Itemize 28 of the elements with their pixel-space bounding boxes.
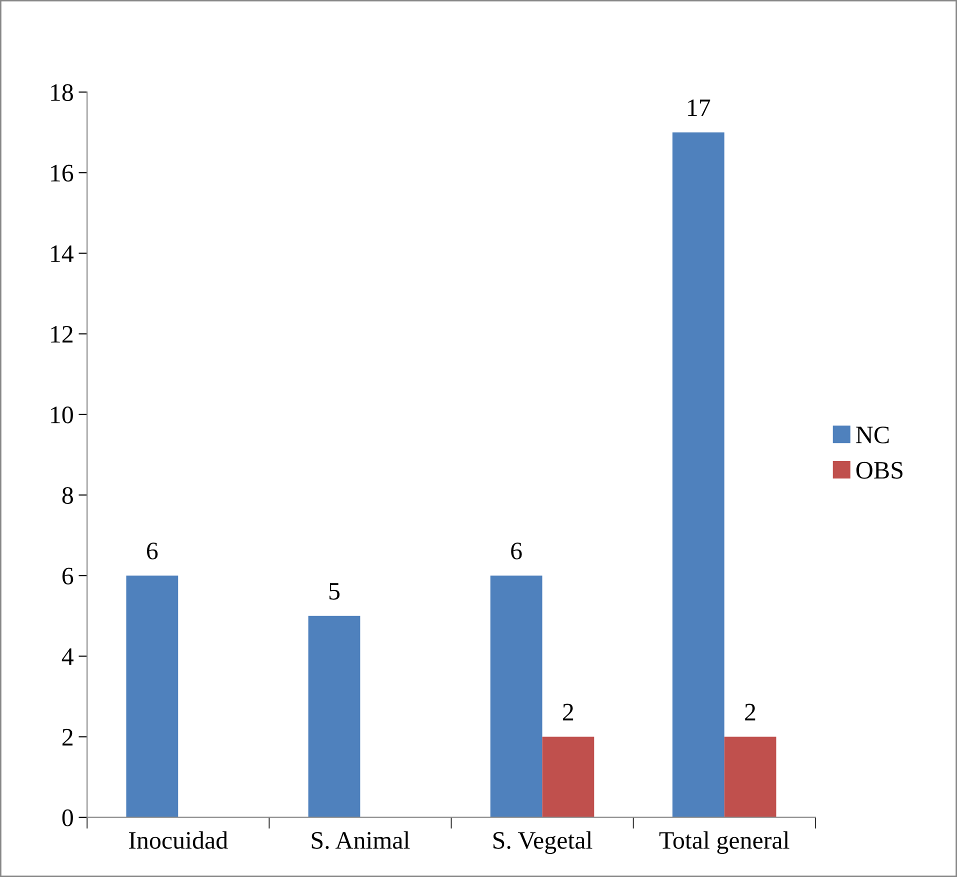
- bar: [490, 576, 542, 818]
- y-tick-label: 16: [51, 164, 74, 182]
- data-label: 5: [329, 583, 340, 600]
- legend-label: NC: [856, 426, 889, 444]
- x-tick-label: Total general: [659, 831, 790, 854]
- data-label: 17: [688, 99, 710, 116]
- y-tick-label: 6: [62, 568, 74, 585]
- x-tick-label: Inocuidad: [129, 831, 228, 849]
- legend-label: OBS: [856, 462, 902, 479]
- y-tick-label: 8: [62, 487, 73, 504]
- data-label: 2: [563, 704, 574, 720]
- y-tick-label: 12: [51, 326, 73, 343]
- bar: [672, 132, 724, 818]
- x-tick-label: S. Animal: [312, 831, 410, 849]
- data-label: 2: [745, 704, 756, 720]
- y-tick-label: 0: [62, 809, 73, 826]
- bar: [126, 576, 178, 818]
- data-label: 6: [511, 542, 522, 560]
- data-label: 6: [147, 542, 158, 560]
- bar: [308, 616, 360, 818]
- bar: [542, 736, 594, 818]
- x-tick-label: S. Vegetal: [493, 831, 592, 854]
- bar: [724, 736, 776, 818]
- y-tick-label: 18: [51, 84, 73, 102]
- y-tick-label: 10: [51, 406, 73, 424]
- y-tick-label: 2: [62, 728, 73, 746]
- y-tick-label: 4: [62, 648, 74, 665]
- y-tick-label: 14: [51, 245, 74, 262]
